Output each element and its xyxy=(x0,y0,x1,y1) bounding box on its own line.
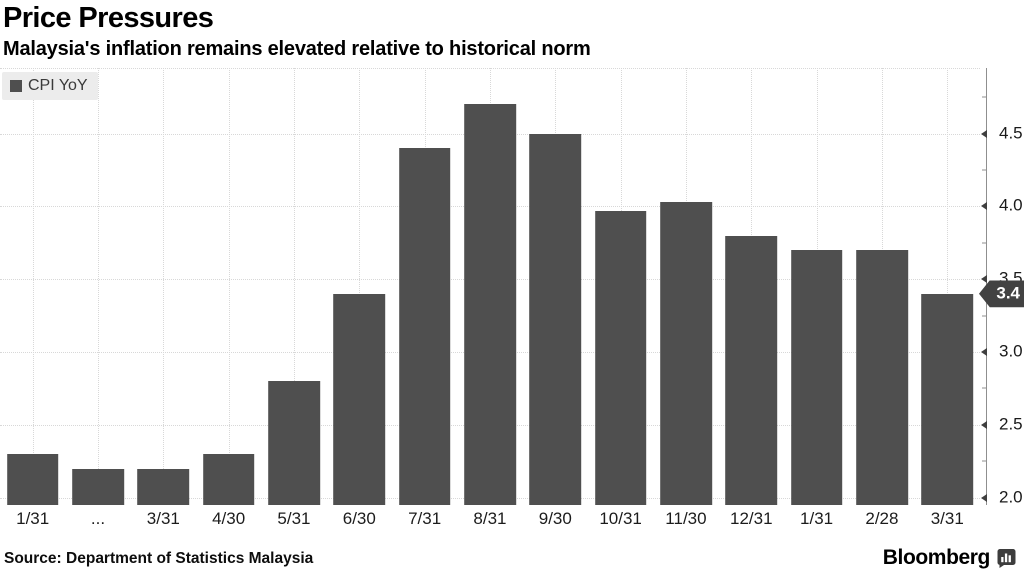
y-tick-minor xyxy=(982,242,987,244)
bar-slot xyxy=(588,68,653,505)
bar xyxy=(398,148,451,505)
plot-area: CPI YoY xyxy=(0,68,980,505)
y-tick-label: 3.0 xyxy=(999,341,1023,361)
x-axis-label: 6/30 xyxy=(342,509,376,528)
x-axis-label: 5/31 xyxy=(277,509,311,528)
bar-slot xyxy=(849,68,914,505)
page-title: Price Pressures xyxy=(3,2,214,34)
y-tick-minor xyxy=(982,460,987,462)
source-text: Department of Statistics Malaysia xyxy=(66,550,314,567)
y-tick-label: 4.0 xyxy=(999,195,1023,215)
bar xyxy=(660,202,712,505)
y-tick-label: 4.5 xyxy=(999,123,1023,143)
vertical-gridline xyxy=(163,68,165,505)
bar-slot xyxy=(131,68,196,505)
x-axis-label: 12/31 xyxy=(730,509,773,528)
x-axis-label: 11/30 xyxy=(665,509,707,528)
source-line: Source: Department of Statistics Malaysi… xyxy=(4,550,313,568)
x-axis-label: 8/31 xyxy=(473,509,507,528)
x-axis-label: 3/31 xyxy=(930,509,964,528)
vertical-gridline xyxy=(97,68,99,505)
legend-label: CPI YoY xyxy=(28,77,88,94)
x-axis-label: 1/31 xyxy=(800,509,834,528)
y-tick-major xyxy=(981,493,987,502)
x-axis-labels: 1/31... 3/31 4/30 5/31 6/30 7/31 8/31 9/30 10/31… xyxy=(0,505,980,533)
legend-swatch-icon xyxy=(10,80,22,92)
bar-slot xyxy=(457,68,522,505)
vertical-gridline xyxy=(32,68,34,505)
bar-series xyxy=(0,68,980,505)
bar xyxy=(333,293,386,505)
y-tick-minor xyxy=(982,169,987,171)
bar-slot xyxy=(392,68,457,505)
page-subtitle: Malaysia's inflation remains elevated re… xyxy=(3,38,591,60)
x-axis-label: 1/31 xyxy=(16,509,50,528)
y-tick-label: 2.0 xyxy=(999,487,1023,507)
x-axis-label: 4/30 xyxy=(212,509,246,528)
vertical-gridline xyxy=(293,68,295,505)
x-axis-label: 10/31 xyxy=(599,509,642,528)
bar xyxy=(921,293,974,505)
x-axis-label: 2/28 xyxy=(865,509,899,528)
bar xyxy=(856,250,908,505)
x-axis-label: 3/31 xyxy=(146,509,180,528)
bar xyxy=(790,250,843,505)
bar xyxy=(464,104,516,505)
bar-slot xyxy=(915,68,980,505)
y-tick-major xyxy=(981,420,987,429)
y-tick-minor xyxy=(982,315,987,317)
bar xyxy=(137,468,190,505)
x-axis-label: 7/31 xyxy=(408,509,442,528)
bloomberg-logo: Bloomberg xyxy=(883,546,1016,570)
bar-slot xyxy=(523,68,588,505)
bar-slot xyxy=(65,68,130,505)
vertical-gridline xyxy=(947,68,949,505)
bar xyxy=(268,381,320,505)
bar xyxy=(529,133,582,505)
bar-slot xyxy=(196,68,261,505)
vertical-gridline xyxy=(228,68,230,505)
y-tick-minor xyxy=(982,96,987,98)
y-tick-minor xyxy=(982,387,987,389)
bloomberg-wordmark: Bloomberg xyxy=(882,546,991,569)
y-tick-major xyxy=(981,348,987,357)
cpi-bar-chart: CPI YoY 2.0 2.5 3.0 3.5 4.0 4.5 3.4 1/31... 3/… xyxy=(0,68,1024,528)
bar xyxy=(594,210,647,505)
bar-slot xyxy=(327,68,392,505)
legend-cpi-yoy: CPI YoY xyxy=(2,72,98,100)
y-tick-label: 2.5 xyxy=(999,414,1023,434)
vertical-gridline xyxy=(359,68,361,505)
bar xyxy=(725,235,778,505)
last-value-callout: 3.4 xyxy=(979,280,1024,308)
bar-slot xyxy=(0,68,65,505)
bar-slot xyxy=(261,68,326,505)
bloomberg-chart-icon xyxy=(997,549,1016,568)
x-axis-label: ... xyxy=(90,509,106,528)
y-tick-major xyxy=(981,275,987,284)
bar xyxy=(72,468,124,505)
y-tick-major xyxy=(981,129,987,138)
source-label: Source: xyxy=(4,550,62,567)
bar-slot xyxy=(784,68,849,505)
footer: Source: Department of Statistics Malaysi… xyxy=(0,546,1024,575)
bar xyxy=(202,454,255,505)
x-axis-label: 9/30 xyxy=(538,509,572,528)
bar xyxy=(6,454,59,505)
bar-slot xyxy=(719,68,784,505)
bar-slot xyxy=(653,68,718,505)
y-tick-major xyxy=(981,202,987,211)
